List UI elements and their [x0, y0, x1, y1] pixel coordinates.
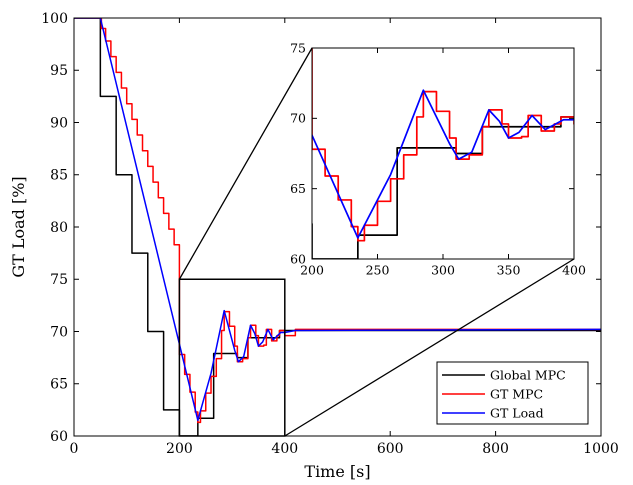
main-y-tick-label: 100	[41, 11, 68, 27]
zoom-connector-right	[284, 258, 575, 437]
inset-y-ticks: 60 65 70 75	[290, 40, 574, 266]
series-line-gt-load	[74, 18, 601, 422]
main-y-tick-label: 75	[50, 272, 68, 288]
main-x-tick-label: 800	[482, 441, 509, 457]
legend-label-global-mpc: Global MPC	[490, 368, 566, 383]
main-y-tick-label: 90	[50, 115, 68, 131]
series-line-gt-load	[312, 89, 574, 239]
y-axis-label: GT Load [%]	[9, 176, 28, 277]
inset-x-tick-label: 200	[300, 263, 324, 278]
zoom-indicator	[178, 47, 575, 437]
legend: Global MPC GT MPC GT Load	[436, 361, 589, 425]
series-line-gt-mpc	[74, 18, 601, 424]
main-y-tick-label: 95	[50, 63, 68, 79]
inset-x-tick-label: 400	[562, 263, 586, 278]
legend-label-gt-load: GT Load	[490, 406, 544, 421]
series-line-gt-mpc	[312, 48, 574, 242]
main-x-tick-label: 0	[70, 441, 79, 457]
inset-x-tick-label: 250	[366, 263, 390, 278]
main-plot: 0 200 400 600 800 1000 60 65 70 75 80 85 90 95 100 Ti…	[9, 11, 619, 481]
inset-y-tick-label: 60	[290, 251, 306, 266]
x-axis-label: Time [s]	[304, 462, 370, 481]
inset-y-tick-label: 70	[290, 111, 306, 126]
inset-x-ticks: 200 250 300 350 400	[300, 48, 586, 278]
main-y-tick-label: 70	[50, 324, 68, 340]
inset-plot: 200 250 300 350 400 60 65 70 75	[290, 40, 586, 278]
main-y-tick-label: 85	[50, 168, 68, 184]
main-y-tick-label: 60	[50, 429, 68, 445]
main-x-tick-label: 600	[377, 441, 404, 457]
inset-y-tick-label: 65	[290, 181, 306, 196]
main-y-tick-label: 80	[50, 220, 68, 236]
main-y-ticks: 60 65 70 75 80 85 90 95 100	[41, 11, 601, 445]
zoom-rectangle	[178, 278, 286, 437]
main-y-tick-label: 65	[50, 377, 68, 393]
zoom-connector-left	[178, 47, 313, 280]
inset-y-tick-label: 75	[290, 40, 306, 55]
inset-background	[312, 48, 574, 259]
main-x-tick-label: 200	[166, 441, 193, 457]
inset-x-tick-label: 350	[497, 263, 521, 278]
main-x-ticks: 0 200 400 600 800 1000	[70, 18, 619, 457]
main-x-tick-label: 400	[271, 441, 298, 457]
main-x-tick-label: 1000	[583, 441, 619, 457]
inset-x-tick-label: 300	[431, 263, 455, 278]
legend-label-gt-mpc: GT MPC	[490, 387, 543, 402]
